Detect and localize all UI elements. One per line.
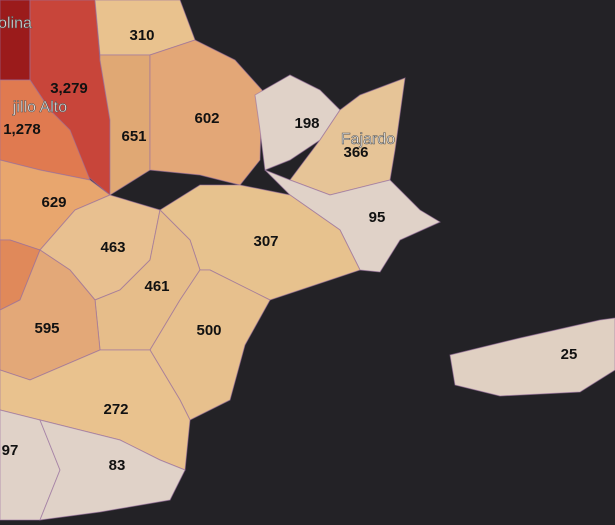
value-label: 595 bbox=[34, 320, 59, 337]
value-label: 500 bbox=[196, 322, 221, 339]
value-label: 366 bbox=[343, 144, 368, 161]
value-label: 25 bbox=[561, 346, 578, 363]
value-label: 198 bbox=[294, 115, 319, 132]
value-label: 463 bbox=[100, 239, 125, 256]
value-label: 83 bbox=[109, 457, 126, 474]
place-label: jillo Alto bbox=[12, 99, 67, 116]
region bbox=[39, 419, 186, 521]
region bbox=[149, 39, 263, 186]
value-label: 1,278 bbox=[3, 121, 41, 138]
region bbox=[0, 0, 31, 81]
value-label: 310 bbox=[129, 27, 154, 44]
region bbox=[149, 269, 271, 421]
value-label: 629 bbox=[41, 194, 66, 211]
value-label: 97 bbox=[2, 442, 19, 459]
region bbox=[449, 317, 615, 397]
value-label: 307 bbox=[253, 233, 278, 250]
value-label: 272 bbox=[103, 401, 128, 418]
value-label: 3,279 bbox=[50, 80, 88, 97]
place-label: Fajardo bbox=[341, 131, 395, 148]
value-label: 651 bbox=[121, 128, 146, 145]
place-label: olina bbox=[0, 15, 32, 32]
value-label: 602 bbox=[194, 110, 219, 127]
value-label: 95 bbox=[369, 209, 386, 226]
value-label: 461 bbox=[144, 278, 169, 295]
